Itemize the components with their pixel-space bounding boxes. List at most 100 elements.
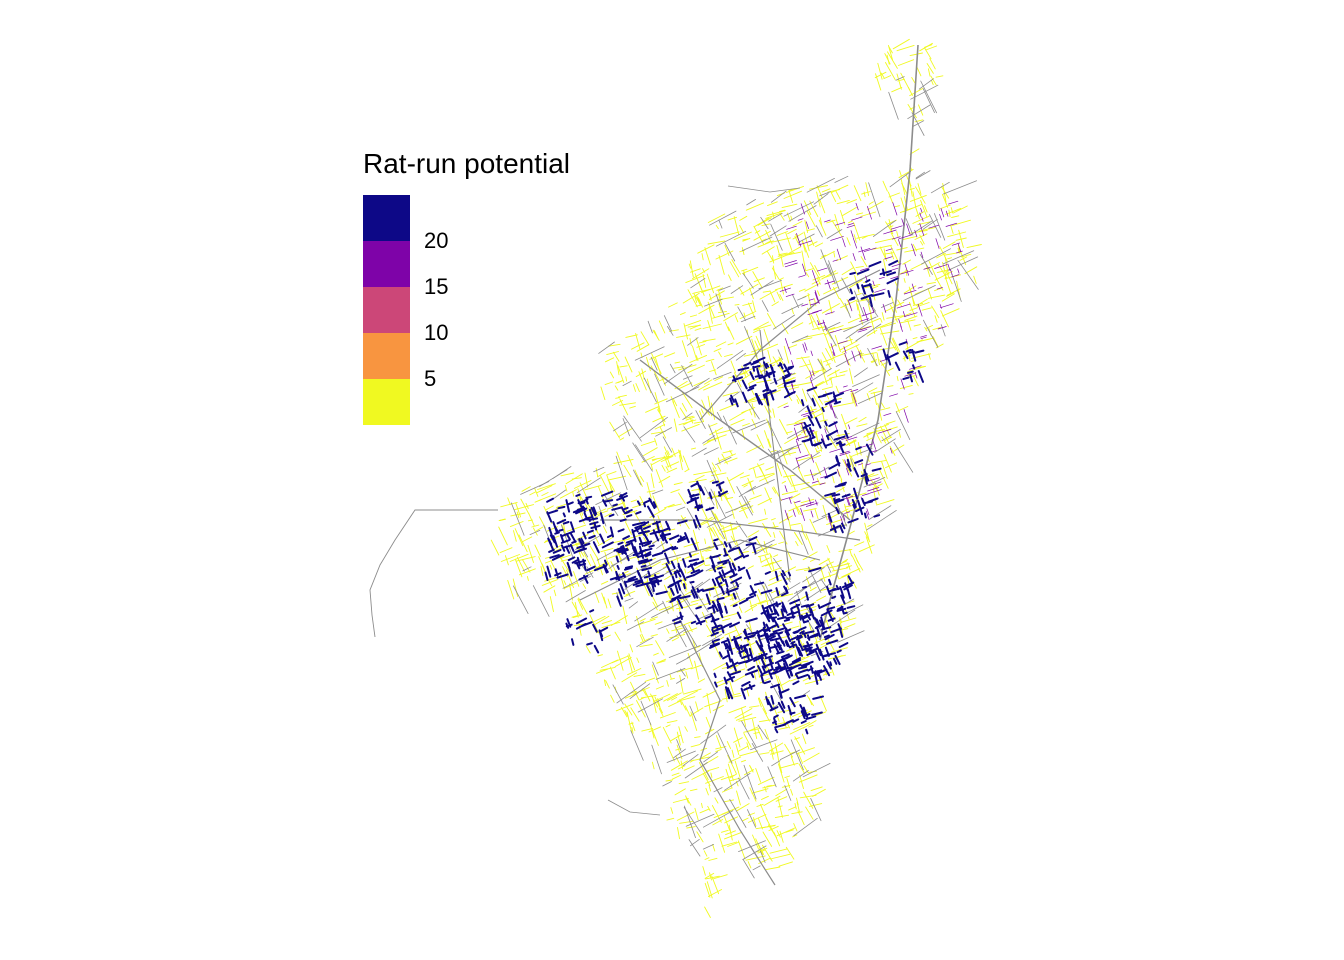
street-segment [640, 331, 650, 346]
arterial-segment [773, 557, 791, 583]
street-segment [711, 462, 717, 470]
high-potential-segment [909, 374, 913, 383]
high-potential-segment [826, 606, 836, 611]
street-segment [928, 353, 931, 360]
high-potential-segment [576, 506, 586, 511]
street-segment [865, 182, 870, 196]
mid-potential-segment [869, 489, 882, 494]
street-segment [867, 303, 873, 320]
arterial-segment [787, 427, 807, 439]
high-potential-segment [801, 646, 813, 651]
street-segment [722, 391, 739, 397]
street-segment [646, 482, 652, 499]
mid-potential-segment [796, 440, 801, 454]
street-segment [609, 371, 615, 379]
high-potential-segment [642, 525, 651, 530]
street-segment [684, 568, 687, 574]
street-segment [811, 280, 820, 285]
high-potential-segment [710, 613, 715, 620]
street-segment [815, 378, 833, 388]
arterial-segment [873, 220, 896, 237]
high-potential-segment [638, 530, 650, 535]
high-potential-segment [754, 581, 765, 586]
high-potential-segment [757, 665, 764, 677]
street-segment [490, 539, 500, 556]
street-segment [769, 555, 775, 572]
street-segment [594, 591, 600, 604]
street-segment [698, 304, 715, 315]
street-segment [707, 889, 723, 897]
arterial-segment [702, 844, 714, 850]
street-segment [806, 210, 816, 227]
high-potential-segment [565, 499, 571, 513]
high-potential-segment [603, 499, 614, 503]
street-segment [604, 357, 615, 363]
arterial-segment [793, 817, 818, 837]
street-segment [671, 772, 680, 776]
mid-potential-segment [859, 318, 869, 322]
street-segment [729, 521, 736, 542]
street-segment [789, 493, 801, 500]
high-potential-segment [612, 503, 618, 507]
high-potential-segment [713, 672, 717, 679]
arterial-segment [744, 326, 758, 358]
street-segment [793, 823, 798, 832]
street-segment [696, 344, 706, 348]
street-segment [633, 673, 646, 677]
mid-potential-segment [890, 267, 899, 271]
mid-potential-segment [839, 450, 850, 455]
high-potential-segment [873, 514, 881, 518]
high-potential-segment [724, 578, 729, 588]
high-potential-segment [546, 509, 559, 515]
street-segment [655, 469, 664, 488]
high-potential-segment [599, 512, 605, 525]
street-segment [621, 672, 638, 683]
street-segment [790, 788, 794, 796]
street-segment [815, 381, 824, 387]
high-potential-segment [835, 498, 845, 503]
street-segment [671, 601, 674, 612]
street-segment [743, 270, 746, 276]
arterial-segment [759, 580, 774, 608]
high-potential-segment [851, 498, 857, 508]
high-potential-segment [792, 629, 800, 634]
street-segment [950, 224, 954, 234]
street-segment [592, 531, 600, 545]
street-segment [743, 733, 752, 748]
street-segment [767, 313, 777, 329]
arterial-segment [829, 609, 856, 628]
street-segment [767, 201, 778, 207]
street-segment [606, 471, 617, 476]
street-segment [700, 408, 704, 414]
high-potential-segment [616, 495, 628, 501]
high-potential-segment [602, 499, 608, 507]
street-segment [718, 351, 722, 358]
mid-potential-segment [851, 350, 856, 362]
street-segment [719, 231, 740, 238]
street-segment [679, 674, 684, 694]
street-segment [555, 503, 569, 508]
high-potential-segment [865, 443, 874, 456]
street-segment [727, 842, 739, 847]
street-segment [821, 254, 827, 257]
street-segment [715, 224, 719, 230]
street-segment [718, 294, 723, 305]
street-segment [819, 198, 826, 214]
street-segment [743, 484, 748, 488]
arterial-segment [735, 352, 746, 361]
street-segment [578, 597, 588, 615]
arterial-segment [810, 368, 832, 382]
street-segment [763, 795, 781, 806]
arterial-segment [674, 625, 687, 648]
street-segment [912, 337, 918, 340]
mid-potential-segment [947, 263, 951, 271]
high-potential-segment [643, 502, 647, 508]
street-segment [521, 486, 531, 492]
mid-potential-segment [865, 463, 871, 466]
arterial-segment [683, 426, 696, 443]
high-potential-segment [757, 653, 768, 658]
street-segment [688, 478, 707, 483]
street-segment [573, 480, 592, 489]
high-potential-segment [787, 665, 798, 672]
high-potential-segment [731, 562, 737, 571]
